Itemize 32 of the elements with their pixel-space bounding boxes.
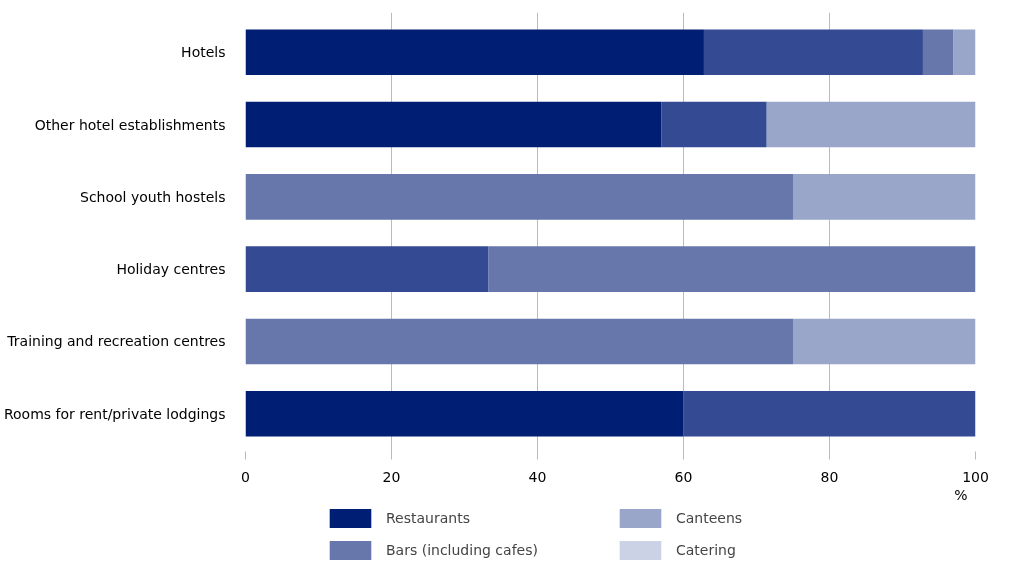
legend-label: Restaurants (386, 509, 471, 528)
bar (245, 174, 793, 220)
bar (922, 29, 954, 76)
bar (245, 29, 704, 76)
y-tick-label: Other hotel establishments (34, 116, 226, 133)
y-tick-label: Hotels (181, 44, 226, 61)
y-tick-label: Rooms for rent/private lodgings (3, 405, 226, 422)
y-tick-label: School youth hostels (80, 188, 226, 205)
bar (703, 29, 923, 76)
x-tick-label: 40 (528, 468, 547, 485)
x-axis-title: % (954, 486, 968, 503)
bar (245, 390, 684, 437)
x-tick-label: 0 (241, 468, 250, 485)
legend-label: Catering (676, 541, 737, 560)
bar (766, 101, 976, 148)
bar (683, 390, 976, 437)
bar (245, 101, 662, 148)
y-tick-label: Holiday centres (116, 261, 226, 278)
bar (245, 246, 489, 292)
x-tick-label: 100 (962, 468, 989, 485)
x-tick-label: 60 (674, 468, 693, 485)
bar (953, 29, 976, 76)
bar (793, 318, 976, 365)
bar (661, 101, 767, 148)
bar (488, 246, 976, 292)
bar (793, 174, 976, 220)
legend-label: Bars (including cafes) (386, 541, 539, 560)
y-tick-label: Training and recreation centres (6, 333, 226, 350)
legend-label: Canteens (676, 509, 744, 528)
bar (245, 318, 793, 365)
x-tick-label: 80 (820, 468, 839, 485)
x-tick-label: 20 (382, 468, 401, 485)
